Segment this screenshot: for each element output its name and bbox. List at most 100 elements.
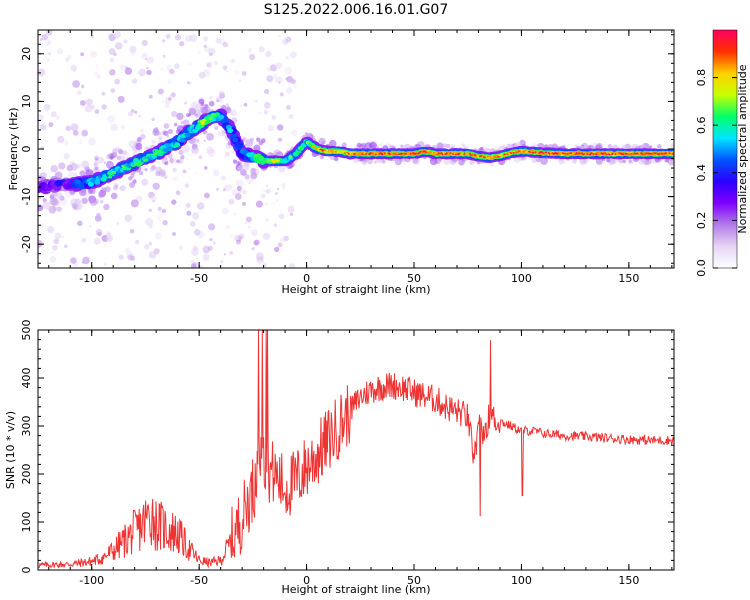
spectrogram-ridge-cell (489, 155, 492, 158)
spectrogram-noise-blob (141, 52, 148, 60)
spectrogram-halo-blob (117, 148, 123, 153)
colorbar-label: Normalized spectral amplitude (736, 64, 749, 233)
spectrogram-halo-blob (167, 128, 173, 135)
spectrogram-noise-blob (109, 57, 115, 63)
spectrogram-halo-blob (622, 159, 626, 164)
spectrogram-noise-blob (251, 229, 258, 237)
spectrogram-noise-blob (234, 69, 240, 75)
spectrogram-noise-blob (72, 130, 79, 136)
spectrogram-ridge-cell (108, 175, 113, 179)
spectrogram-noise-blob (103, 244, 107, 248)
spectrogram-ridge-cell (668, 152, 671, 155)
spectrogram-halo-blob (94, 166, 99, 171)
colorbar-tick-label: 0.4 (695, 164, 708, 182)
spectrogram-halo-blob (222, 106, 227, 110)
spectrogram-noise-blob (186, 210, 192, 216)
spectrogram-halo-blob (341, 142, 347, 148)
spectrogram-ridge-cell (588, 153, 591, 156)
spectrogram-noise-blob (223, 253, 226, 256)
spectrogram-noise-blob (258, 111, 262, 115)
spectrogram-noise-blob (48, 122, 54, 128)
spectrogram-noise-blob (258, 46, 265, 53)
spectrogram-halo-blob (122, 150, 127, 156)
spectrogram-noise-blob (38, 68, 46, 77)
spectrogram-halo-blob (79, 188, 87, 197)
spectrogram-halo-blob (128, 140, 137, 149)
spectrogram-noise-blob (264, 88, 270, 95)
spectrogram-ridge-cell (354, 152, 357, 155)
spectrogram-noise-blob (269, 64, 278, 72)
spectrogram-noise-blob (139, 128, 145, 134)
colorbar-tick-label: 0.2 (695, 212, 708, 230)
spectrogram-noise-blob (279, 248, 283, 252)
spectrogram-noise-blob (222, 207, 229, 215)
spectrogram-noise-blob (230, 234, 233, 238)
spectrogram-noise-blob (41, 34, 48, 41)
spectrogram-noise-blob (103, 161, 106, 164)
colorbar-gradient (712, 29, 738, 269)
spectrogram-halo-blob (461, 143, 466, 147)
spectrogram-halo-blob (249, 137, 254, 142)
spectrogram-noise-blob (198, 71, 206, 79)
colorbar-tick-label: 0.6 (695, 116, 708, 134)
spectrogram-ridge-cell (324, 149, 327, 152)
spectrogram-noise-blob (282, 187, 285, 190)
spectrogram-noise-blob (117, 95, 125, 103)
spectrogram-halo-blob (218, 91, 225, 97)
snr-x-tick-label: 0 (303, 574, 310, 587)
spectrogram-halo-blob (649, 145, 653, 149)
spectrogram-ridge-cell (184, 132, 191, 138)
spectrogram-noise-blob (255, 200, 263, 208)
spectrogram-halo-blob (71, 202, 78, 209)
spectrogram-noise-blob (162, 54, 166, 58)
spectrogram-halo-blob (109, 156, 114, 160)
spectrogram-noise-blob (63, 154, 70, 160)
spectrogram-halo-blob (70, 163, 78, 171)
spectrogram-halo-blob (400, 144, 404, 148)
spectrogram-halo-blob (209, 96, 213, 100)
spectrogram-noise-blob (130, 199, 139, 208)
spectrogram-noise-blob (172, 232, 176, 236)
spectrogram-noise-blob (288, 114, 294, 119)
spectrogram-halo-blob (364, 142, 372, 150)
spectrogram-halo-blob (176, 112, 184, 121)
spectrogram-ridge-cell (259, 157, 263, 161)
spectrogram-noise-blob (57, 135, 65, 143)
spectrogram-ridge-cell (459, 153, 462, 156)
spectrogram-ridge-cell (629, 153, 633, 155)
spectrogram-halo-blob (53, 167, 57, 171)
spectrogram-noise-blob (209, 52, 213, 56)
spectrogram-ridge-cell (468, 152, 471, 155)
spectrogram-halo-blob (394, 158, 402, 166)
spectrogram-noise-blob (110, 123, 118, 132)
spectrogram-x-tick-label: 50 (407, 272, 421, 285)
spectrogram-noise-blob (212, 241, 216, 245)
spectrogram-noise-blob (242, 201, 246, 206)
spectrogram-halo-blob (536, 157, 541, 163)
spectrogram-noise-blob (191, 248, 199, 256)
spectrogram-noise-blob (266, 67, 272, 72)
spectrogram-ridge-cell (473, 154, 477, 156)
spectrogram-halo-blob (163, 130, 169, 136)
spectrogram-noise-blob (274, 246, 280, 253)
spectrogram-noise-blob (103, 262, 108, 266)
spectrogram-noise-blob (284, 66, 293, 75)
spectrogram-noise-blob (39, 123, 47, 131)
spectrogram-noise-blob (131, 78, 138, 84)
spectrogram-noise-blob (272, 202, 275, 205)
spectrogram-noise-blob (64, 140, 69, 146)
spectrogram-noise-blob (175, 190, 181, 196)
spectrogram-noise-blob (208, 223, 216, 231)
spectrogram-noise-blob (217, 104, 222, 109)
spectrogram-noise-blob (265, 218, 269, 222)
spectrogram-noise-blob (193, 229, 201, 236)
spectrogram-y-tick-label: -10 (20, 188, 33, 206)
spectrogram-noise-blob (144, 244, 150, 250)
spectrogram-y-tick-label: 0 (20, 146, 33, 153)
spectrogram-halo-blob (168, 153, 173, 159)
spectrogram-ridge-cell (122, 167, 127, 171)
spectrogram-noise-blob (184, 101, 187, 105)
spectrogram-noise-blob (285, 55, 290, 60)
spectrogram-noise-blob (286, 76, 293, 83)
spectrogram-noise-blob (188, 167, 191, 170)
